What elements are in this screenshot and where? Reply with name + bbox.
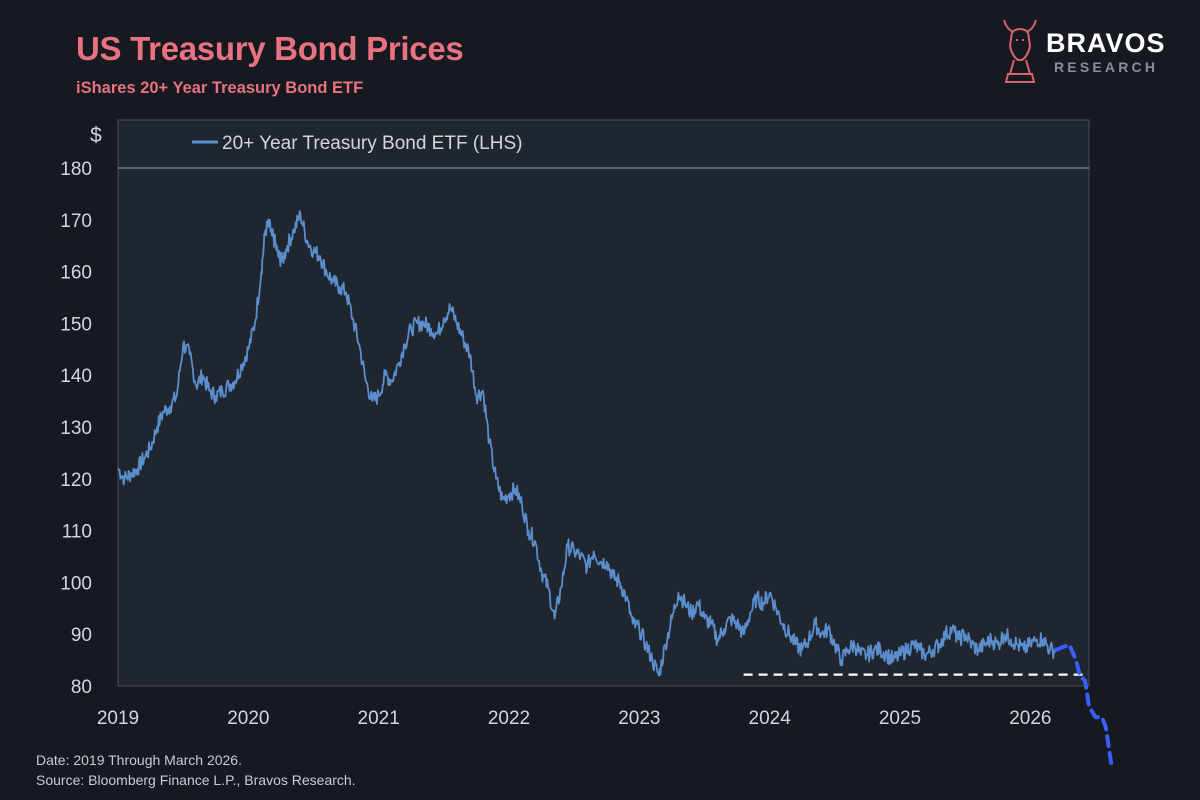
date-note: Date: 2019 Through March 2026. <box>36 752 242 768</box>
x-tick-label: 2019 <box>97 708 139 729</box>
y-tick-label: 180 <box>60 159 92 180</box>
y-axis-label: $ <box>90 124 102 147</box>
plot-area <box>117 119 1090 687</box>
projection-line <box>1054 642 1114 766</box>
logo-sub: RESEARCH <box>1054 59 1159 75</box>
source-note: Source: Bloomberg Finance L.P., Bravos R… <box>36 772 356 788</box>
legend-label: 20+ Year Treasury Bond ETF (LHS) <box>222 133 522 154</box>
y-tick-label: 100 <box>60 573 92 594</box>
bull-knight-icon <box>1003 19 1037 83</box>
x-tick-label: 2023 <box>618 708 660 729</box>
page-title: US Treasury Bond Prices <box>76 30 464 67</box>
price-series-line <box>117 210 1058 677</box>
y-tick-label: 90 <box>71 625 92 646</box>
y-tick-label: 110 <box>62 522 92 543</box>
y-tick-label: 130 <box>60 418 92 439</box>
y-tick-label: 160 <box>60 263 92 284</box>
y-tick-label: 80 <box>71 677 92 698</box>
logo-name: BRAVOS <box>1046 28 1166 58</box>
x-tick-label: 2020 <box>227 708 269 729</box>
y-tick-label: 170 <box>60 211 92 232</box>
y-tick-label: 150 <box>60 314 92 335</box>
x-tick-label: 2022 <box>488 708 530 729</box>
y-tick-label: 140 <box>60 366 92 387</box>
brand-logo: BRAVOS RESEARCH <box>996 16 1176 90</box>
x-tick-label: 2021 <box>358 708 400 729</box>
x-tick-label: 2025 <box>879 708 921 729</box>
x-tick-label: 2026 <box>1009 708 1051 729</box>
x-tick-label: 2024 <box>749 708 792 729</box>
page-subtitle: iShares 20+ Year Treasury Bond ETF <box>76 79 364 97</box>
y-tick-label: 120 <box>60 470 92 491</box>
